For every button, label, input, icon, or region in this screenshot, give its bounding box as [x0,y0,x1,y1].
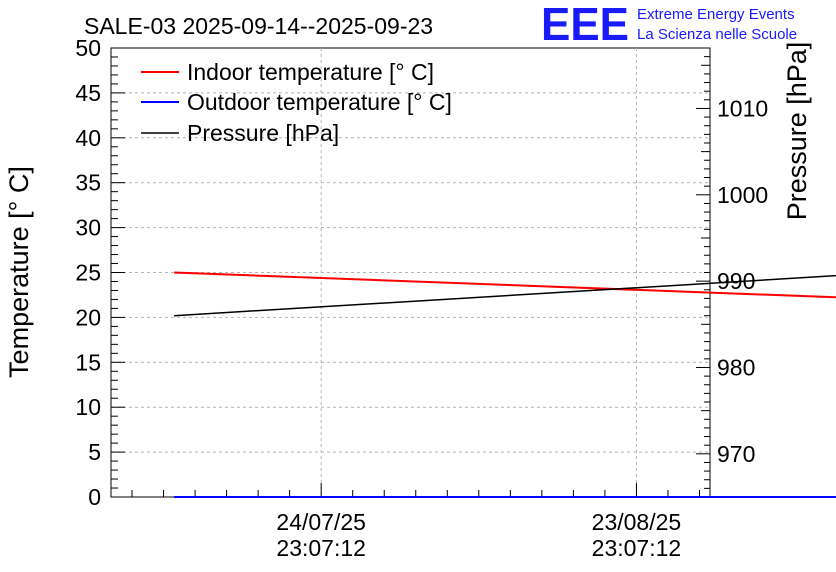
y-tick-label: 5 [88,439,101,465]
legend-label-indoor: Indoor temperature [° C] [187,59,434,85]
y-tick-label: 0 [88,484,101,510]
logo-mark: EEE [541,0,629,50]
y-axis-title: Temperature [° C] [4,166,34,378]
y-tick-label: 40 [75,125,101,151]
y2-axis-title: Pressure [hPa] [782,42,812,221]
x-tick-date: 24/07/25 [276,509,366,535]
eee-logo: EEE Extreme Energy Events La Scienza nel… [541,0,797,50]
chart-title: SALE-03 2025-09-14--2025-09-23 [84,13,433,39]
x-tick-date: 23/08/25 [592,509,682,535]
plot-frame [110,47,711,498]
grid [111,48,710,497]
y2-tick-label: 1000 [717,182,768,208]
series-group [174,271,836,498]
x-tick-time: 23:07:12 [276,535,366,561]
x-tick-time: 23:07:12 [592,535,682,561]
logo-line-1: Extreme Energy Events [637,6,795,23]
y2-tick-label: 1010 [717,95,768,121]
y2-tick-label: 980 [717,354,755,380]
y-tick-label: 10 [75,394,101,420]
y-tick-label: 15 [75,349,101,375]
y-tick-label: 20 [75,304,101,330]
y2-tick-label: 970 [717,441,755,467]
y-tick-label: 45 [75,80,101,106]
y-tick-label: 30 [75,215,101,241]
y-tick-label: 50 [75,35,101,61]
left-axis: 0 5 10 15 20 25 30 35 40 45 50 [75,35,125,510]
logo-line-2: La Scienza nelle Scuole [637,26,797,43]
legend-label-outdoor: Outdoor temperature [° C] [187,89,452,115]
y-tick-label: 35 [75,170,101,196]
y-tick-label: 25 [75,260,101,286]
legend: Indoor temperature [° C] Outdoor tempera… [141,59,452,146]
legend-label-pressure: Pressure [hPa] [187,120,339,146]
x-axis: 24/07/2523:07:1223/08/2523:07:1222/09/25… [131,483,700,561]
